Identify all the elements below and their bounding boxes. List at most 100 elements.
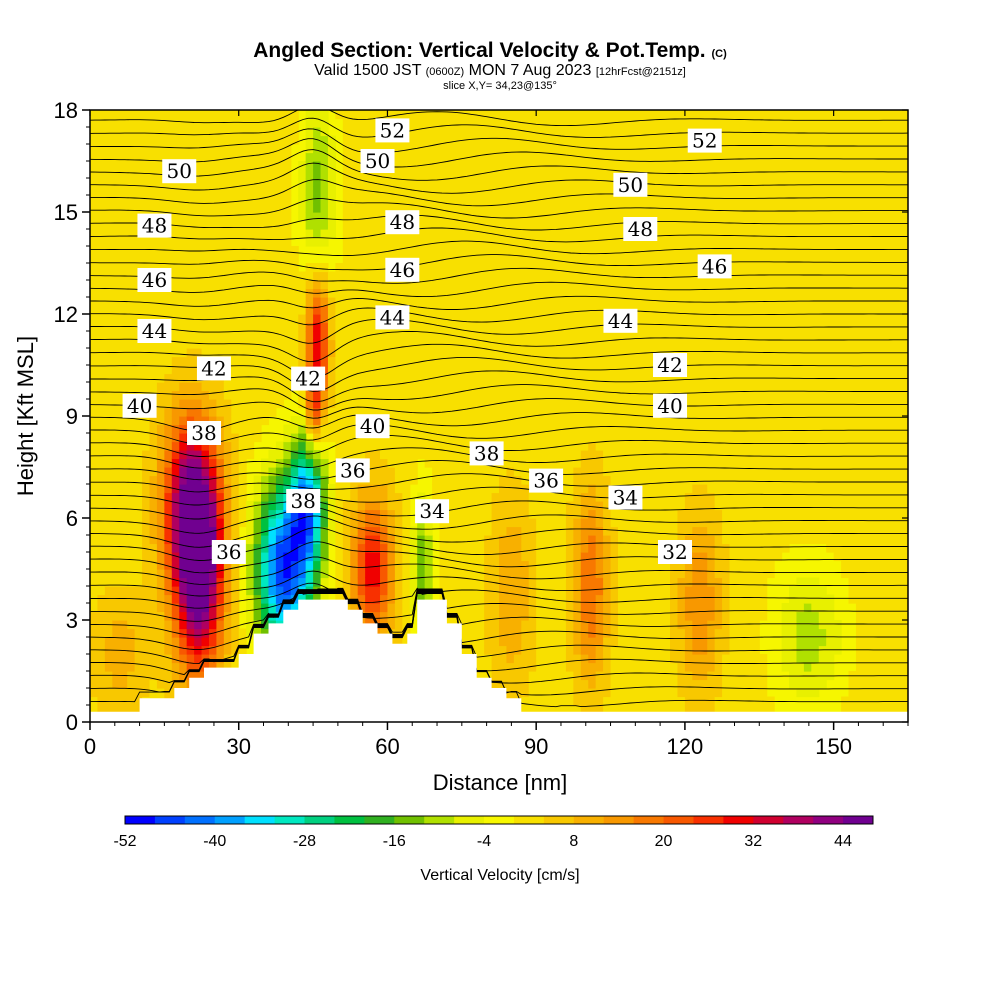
field-cell <box>536 152 545 162</box>
field-cell <box>112 475 121 485</box>
field-cell <box>506 118 515 128</box>
field-cell <box>484 178 493 188</box>
field-cell <box>283 212 292 222</box>
field-cell <box>305 118 314 128</box>
field-cell <box>499 178 508 188</box>
field-cell <box>461 509 470 519</box>
field-cell <box>149 492 158 502</box>
field-cell <box>201 305 210 315</box>
field-cell <box>617 662 627 672</box>
field-cell <box>484 382 493 392</box>
field-cell <box>558 433 567 443</box>
field-cell <box>261 229 270 239</box>
field-cell <box>104 424 113 434</box>
field-cell <box>409 288 418 298</box>
field-cell <box>558 331 567 341</box>
field-cell <box>380 246 389 256</box>
field-cell <box>551 509 560 519</box>
field-cell <box>104 688 113 698</box>
field-cell <box>595 628 604 638</box>
field-cell <box>491 424 500 434</box>
field-cell <box>186 305 195 315</box>
field-cell <box>261 263 270 273</box>
field-cell <box>268 237 277 247</box>
field-cell <box>543 297 552 307</box>
field-cell <box>439 195 448 205</box>
field-cell <box>283 543 292 553</box>
field-cell <box>350 365 359 375</box>
field-cell <box>543 424 552 434</box>
field-cell <box>208 263 218 273</box>
field-cell <box>603 331 612 341</box>
field-cell <box>603 628 612 638</box>
field-cell <box>194 552 203 562</box>
field-cell <box>201 458 210 468</box>
field-cell <box>439 416 448 426</box>
field-cell <box>551 696 560 706</box>
field-cell <box>119 220 128 230</box>
field-cell <box>439 577 448 587</box>
field-cell <box>223 271 232 281</box>
field-cell <box>573 416 582 426</box>
field-cell <box>394 152 403 162</box>
field-cell <box>275 178 284 188</box>
field-cell <box>350 603 359 613</box>
field-cell <box>491 254 500 264</box>
field-cell <box>216 475 225 485</box>
field-cell <box>372 467 381 477</box>
field-cell <box>521 441 530 451</box>
field-cell <box>461 212 470 222</box>
field-cell <box>513 611 522 621</box>
field-cell <box>617 518 627 528</box>
field-cell <box>186 127 195 137</box>
field-cell <box>536 297 545 307</box>
field-cell <box>424 144 433 154</box>
field-cell <box>469 254 478 264</box>
field-cell <box>536 696 545 706</box>
field-cell <box>119 475 128 485</box>
field-cell <box>186 186 195 196</box>
field-cell <box>238 297 247 307</box>
field-cell <box>342 569 351 579</box>
field-cell <box>320 484 329 494</box>
field-cell <box>521 552 530 562</box>
field-cell <box>461 356 470 366</box>
field-cell <box>231 645 240 655</box>
field-cell <box>127 492 136 502</box>
field-cell <box>253 331 262 341</box>
field-cell <box>298 552 307 562</box>
field-cell <box>513 365 522 375</box>
field-cell <box>342 135 351 145</box>
field-cell <box>439 229 448 239</box>
field-cell <box>461 271 470 281</box>
field-cell <box>275 280 284 290</box>
field-cell <box>603 263 612 273</box>
field-cell <box>506 509 515 519</box>
field-cell <box>372 450 381 460</box>
field-cell <box>573 288 582 298</box>
field-cell <box>201 203 210 213</box>
field-cell <box>461 501 470 511</box>
field-cell <box>499 586 508 596</box>
field-cell <box>558 696 567 706</box>
field-cell <box>595 416 604 426</box>
field-cell <box>417 552 426 562</box>
field-cell <box>127 484 136 494</box>
field-cell <box>521 688 530 698</box>
field-cell <box>528 441 537 451</box>
field-cell <box>342 144 351 154</box>
field-cell <box>112 552 121 562</box>
field-cell <box>491 484 500 494</box>
field-cell <box>528 611 537 621</box>
field-cell <box>208 178 218 188</box>
field-cell <box>127 569 136 579</box>
field-cell <box>402 195 411 205</box>
field-cell <box>551 628 560 638</box>
field-cell <box>446 280 455 290</box>
field-cell <box>216 348 225 358</box>
field-cell <box>580 288 589 298</box>
field-cell <box>134 671 143 681</box>
field-cell <box>112 441 121 451</box>
field-cell <box>275 586 284 596</box>
field-cell <box>513 399 522 409</box>
